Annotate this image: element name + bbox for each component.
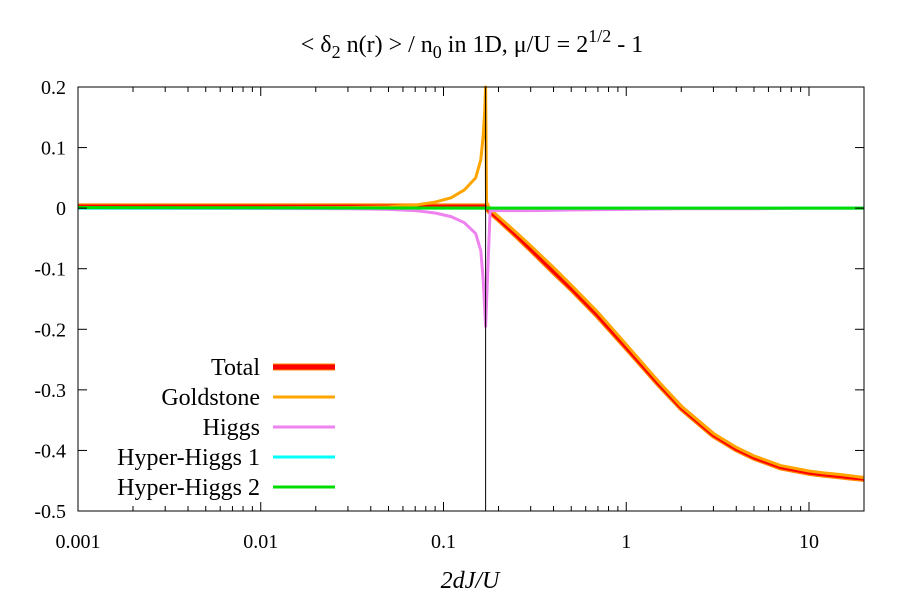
title-n-sub: 0 bbox=[433, 42, 442, 62]
legend-label-total: Total bbox=[211, 355, 260, 381]
title-after: in 1D, bbox=[442, 32, 514, 58]
series-goldstone bbox=[77, 85, 865, 480]
legend-label-hyper-higgs-2: Hyper-Higgs 2 bbox=[117, 475, 260, 501]
x-tick-label: 0.01 bbox=[243, 531, 278, 553]
y-tick-label: 0.1 bbox=[41, 138, 66, 160]
y-tick-label: -0.1 bbox=[34, 259, 66, 281]
title-prefix: < bbox=[301, 32, 321, 58]
legend: Total Goldstone Higgs Hyper-Higgs 1 Hyper-Hi… bbox=[117, 355, 335, 501]
y-tick-label: -0.3 bbox=[34, 380, 66, 402]
plot-frame bbox=[77, 86, 865, 512]
x-tick-label: 0.001 bbox=[56, 531, 101, 553]
title-suffix: - 1 bbox=[611, 32, 643, 58]
legend-label-goldstone: Goldstone bbox=[161, 385, 260, 411]
title-middle: n(r) > / n bbox=[341, 32, 433, 58]
y-tick-label: 0.2 bbox=[41, 77, 66, 99]
chart-title: < δ2 n(r) > / n0 in 1D, μ/U = 21/2 - 1 bbox=[301, 26, 643, 62]
series-total bbox=[78, 204, 865, 481]
series-hyper-higgs-2 bbox=[77, 206, 864, 210]
y-tick-label: -0.2 bbox=[34, 319, 66, 341]
x-tick-label: 1 bbox=[621, 531, 631, 553]
x-tick-label: 10 bbox=[799, 531, 819, 553]
y-tick-label: -0.4 bbox=[34, 440, 66, 462]
series-total-outline bbox=[78, 203, 865, 482]
y-tick-label: -0.5 bbox=[34, 501, 66, 523]
series-higgs bbox=[77, 206, 864, 328]
legend-label-hyper-higgs-1: Hyper-Higgs 1 bbox=[117, 445, 260, 471]
title-delta: δ bbox=[320, 32, 331, 58]
legend-label-higgs: Higgs bbox=[203, 415, 260, 441]
y-tick-label: 0 bbox=[56, 198, 66, 220]
title-delta-sub: 2 bbox=[332, 42, 341, 62]
title-ratio: /U = 2 bbox=[527, 32, 589, 58]
title-exponent: 1/2 bbox=[588, 26, 611, 46]
x-tick-label: 0.1 bbox=[431, 531, 456, 553]
x-axis-label: 2dJ/U bbox=[441, 568, 501, 594]
title-mu: μ bbox=[514, 32, 527, 58]
